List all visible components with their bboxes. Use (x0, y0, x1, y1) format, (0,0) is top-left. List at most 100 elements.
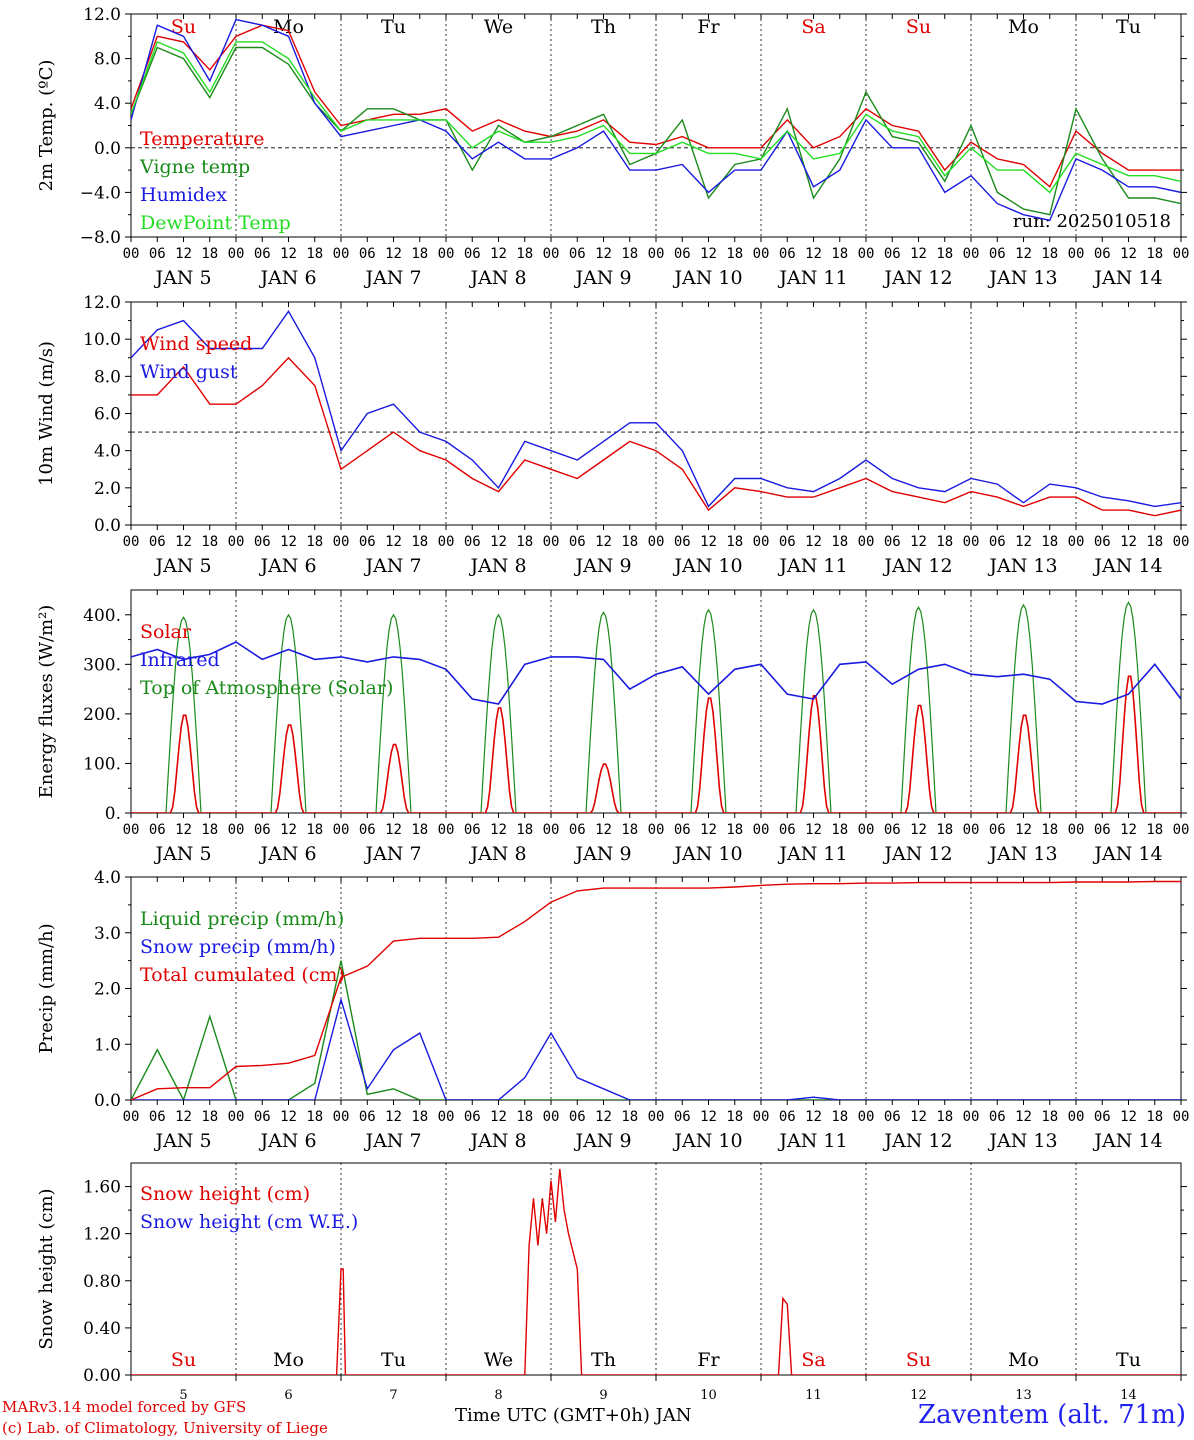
weekday-label: Tu (381, 16, 406, 38)
weekday-label: Tu (1116, 16, 1141, 38)
x-hour-label: 00 (543, 246, 560, 262)
x-day-label: JAN 6 (258, 267, 316, 289)
x-hour-label: 06 (254, 246, 271, 262)
x-hour-label: 12 (910, 1109, 927, 1125)
x-hour-label: 18 (831, 1109, 848, 1125)
series-wind-1 (131, 309, 1181, 508)
x-hour-label: 18 (411, 534, 428, 550)
x-hour-label: 18 (1041, 534, 1058, 550)
x-hour-label: 12 (385, 534, 402, 550)
x-hour-label: 00 (753, 1109, 770, 1125)
x-day-label: JAN 12 (882, 843, 952, 865)
weekday-label: Mo (1008, 16, 1039, 38)
y-tick-label: 0. (105, 804, 121, 824)
x-day-label: JAN 13 (987, 1130, 1057, 1152)
x-hour-label: 18 (516, 534, 533, 550)
x-day-label: JAN 6 (258, 1130, 316, 1152)
x-hour-label: 12 (175, 246, 192, 262)
y-tick-label: 400. (83, 606, 121, 626)
x-hour-label: 06 (884, 822, 901, 838)
x-hour-label: 00 (753, 534, 770, 550)
y-tick-label: 0.0 (94, 516, 121, 536)
x-day-label: JAN 11 (777, 555, 847, 577)
x-hour-label: 12 (595, 534, 612, 550)
x-day-label: JAN 10 (672, 843, 742, 865)
x-hour-label: 12 (700, 534, 717, 550)
weekday-label: Su (171, 16, 196, 38)
y-axis-label: Energy fluxes (W/m²) (36, 605, 57, 799)
x-hour-label: 12 (280, 822, 297, 838)
y-tick-label: 0.80 (83, 1272, 121, 1292)
x-hour-label: 06 (779, 1109, 796, 1125)
x-hour-label: 12 (805, 246, 822, 262)
x-hour-label: 12 (805, 822, 822, 838)
x-hour-label: 12 (910, 822, 927, 838)
x-hour-label: 18 (1041, 246, 1058, 262)
x-hour-label: 06 (359, 246, 376, 262)
x-hour-label: 12 (910, 246, 927, 262)
weekday-label: Su (171, 1349, 196, 1371)
x-hour-label: 00 (648, 246, 665, 262)
y-tick-label: 10.0 (83, 330, 121, 350)
weekday-label: Su (906, 16, 931, 38)
x-hour-label: 18 (516, 246, 533, 262)
x-hour-label: 00 (963, 1109, 980, 1125)
panel-precip: 4.0 3.0 2.0 1.0 0.0 Precip (mm/h) 00 06 12 18 00 06… (36, 868, 1189, 1152)
x-day-label: JAN 8 (468, 555, 526, 577)
y-tick-label: −8.0 (80, 228, 121, 248)
x-day-number: 14 (1120, 1388, 1137, 1403)
y-axis-label: Snow height (cm) (36, 1188, 57, 1349)
x-hour-label: 18 (1041, 822, 1058, 838)
y-tick-label: 4.0 (94, 94, 121, 114)
x-hour-label: 00 (228, 822, 245, 838)
x-hour-label: 12 (595, 246, 612, 262)
legend-precip-1: Snow precip (mm/h) (140, 936, 336, 958)
x-hour-label: 18 (936, 822, 953, 838)
x-hour-label: 00 (438, 822, 455, 838)
x-hour-label: 18 (621, 534, 638, 550)
x-hour-label: 18 (936, 1109, 953, 1125)
x-hour-label: 06 (254, 534, 271, 550)
x-hour-label: 00 (438, 246, 455, 262)
x-hour-label: 00 (1068, 246, 1085, 262)
x-day-number: 6 (284, 1388, 292, 1403)
station-name: Zaventem (alt. 71m) (918, 1400, 1186, 1430)
x-hour-label: 06 (464, 1109, 481, 1125)
y-tick-label: 1.60 (83, 1178, 121, 1198)
x-hour-label: 18 (411, 1109, 428, 1125)
series-temp-0 (131, 24, 1181, 188)
weekday-label: Sa (801, 1349, 825, 1371)
x-day-label: JAN 13 (987, 267, 1057, 289)
x-day-label: JAN 9 (573, 843, 631, 865)
x-day-label: JAN 13 (987, 843, 1057, 865)
x-hour-label: 12 (1120, 1109, 1137, 1125)
legend-temp-0: Temperature (140, 128, 264, 150)
x-hour-label: 18 (726, 534, 743, 550)
x-hour-label: 00 (123, 534, 140, 550)
legend-precip-2: Total cumulated (cm) (140, 964, 345, 986)
weekday-label: We (484, 1349, 513, 1371)
x-day-label: JAN 5 (153, 267, 211, 289)
x-hour-label: 06 (149, 246, 166, 262)
y-tick-label: 12.0 (83, 5, 121, 25)
x-hour-label: 06 (359, 1109, 376, 1125)
run-label: run: 2025010518 (1013, 211, 1171, 232)
panel-temp: 12.0 8.0 4.0 0.0 −4.0 −8.0 2m Temp. (ºC) 00 06 12… (36, 5, 1189, 289)
x-hour-label: 12 (385, 1109, 402, 1125)
x-hour-label: 00 (228, 1109, 245, 1125)
x-day-label: JAN 11 (777, 843, 847, 865)
legend-temp-1: Vigne temp (139, 156, 250, 178)
x-hour-label: 06 (989, 246, 1006, 262)
y-tick-label: 300. (83, 655, 121, 675)
x-day-label: JAN 7 (363, 555, 421, 577)
x-hour-label: 06 (779, 534, 796, 550)
x-day-label: JAN 12 (882, 267, 952, 289)
x-hour-label: 06 (254, 822, 271, 838)
weekday-label: Mo (273, 1349, 304, 1371)
panel-energy: 400. 300. 200. 100. 0. Energy fluxes (W/m²) 00… (36, 589, 1189, 865)
x-hour-label: 06 (884, 246, 901, 262)
x-hour-label: 00 (648, 534, 665, 550)
x-hour-label: 18 (411, 822, 428, 838)
x-hour-label: 12 (1015, 246, 1032, 262)
x-hour-label: 00 (858, 246, 875, 262)
